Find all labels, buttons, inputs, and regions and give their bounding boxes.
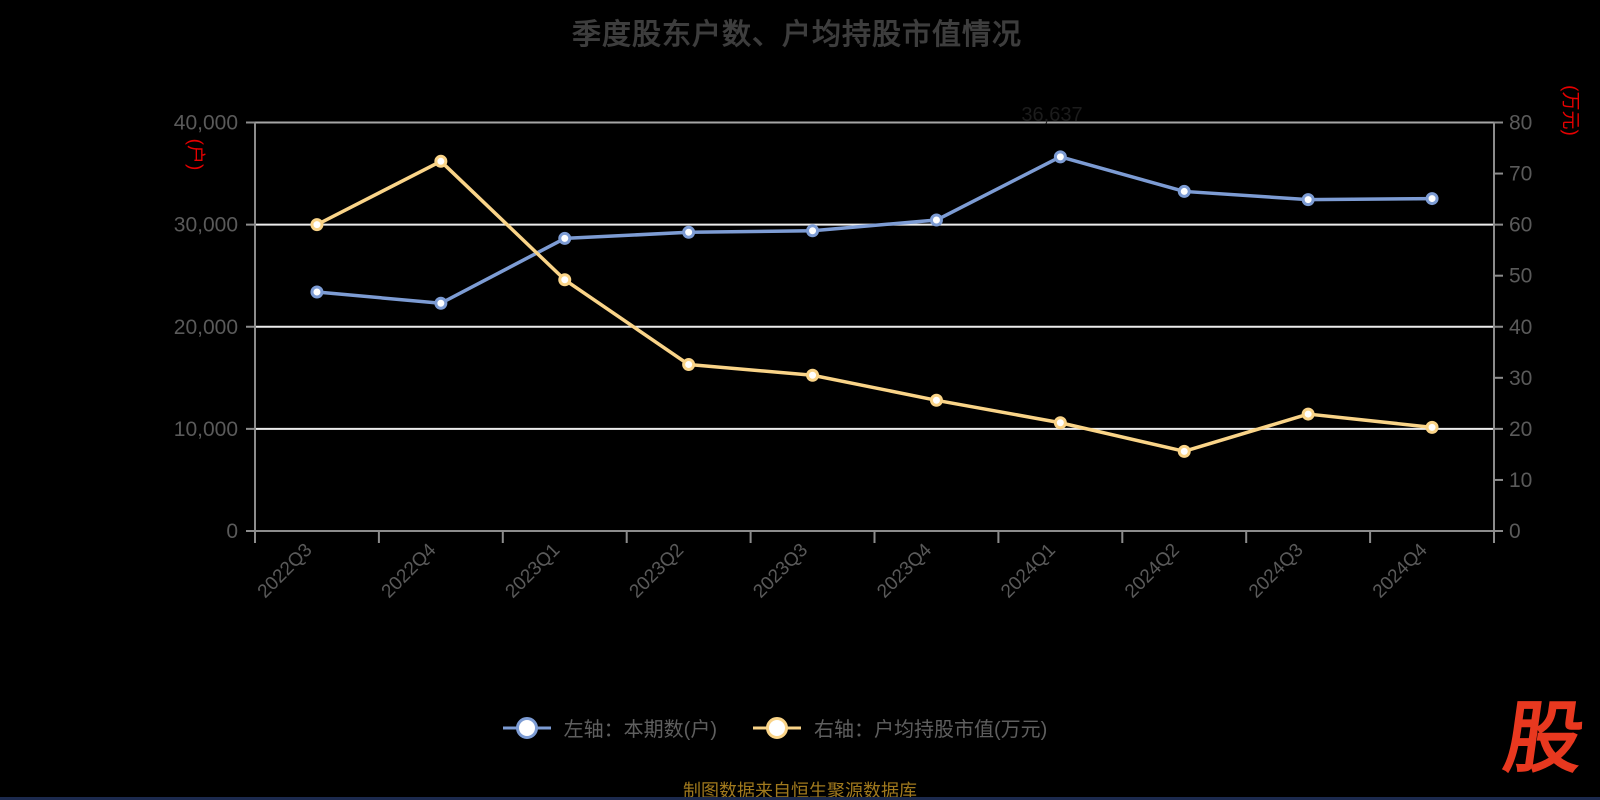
- left-axis-label-0: 0: [226, 520, 238, 543]
- avg-holding-value-data-point-2023Q2[interactable]: [682, 358, 696, 372]
- legend-label-shareholders: 左轴：本期数(户): [563, 719, 717, 741]
- x-axis-label-2024Q4: 2024Q4: [1369, 539, 1432, 602]
- avg-holding-value-data-point-2022Q4[interactable]: [434, 154, 448, 168]
- legend-label-avg-holding-value: 右轴：户均持股市值(万元): [814, 719, 1048, 741]
- avg-holding-value-data-point-2022Q3[interactable]: [310, 218, 324, 232]
- shareholders-data-point-2023Q1[interactable]: [558, 231, 572, 245]
- shareholders-data-point-2023Q2[interactable]: [682, 225, 696, 239]
- legend-item-avg-holding-value[interactable]: 右轴：户均持股市值(万元): [753, 713, 1047, 742]
- right-axis-label-50: 50: [1509, 265, 1532, 288]
- avg-holding-value-data-point-2023Q1[interactable]: [558, 273, 572, 287]
- chart-title: 季度股东户数、户均持股市值情况: [571, 19, 1022, 51]
- shareholders-data-point-2022Q4[interactable]: [434, 296, 448, 310]
- legend-item-shareholders[interactable]: 左轴：本期数(户): [502, 713, 717, 742]
- stock-brand-logo: 股: [1498, 694, 1590, 782]
- x-axis-label-2022Q3: 2022Q3: [254, 540, 317, 603]
- avg-holding-value-data-point-2024Q2[interactable]: [1177, 444, 1191, 458]
- avg-holding-value-data-point-2023Q4[interactable]: [929, 393, 943, 407]
- x-axis-label-2023Q4: 2023Q4: [873, 539, 936, 602]
- max-value-data-label: 36,637: [1021, 104, 1082, 126]
- left-axis-label-30,000: 30,000: [174, 214, 238, 237]
- right-axis-label-30: 30: [1509, 367, 1532, 390]
- shareholders-data-point-2024Q2[interactable]: [1177, 184, 1191, 198]
- x-axis-label-2024Q2: 2024Q2: [1121, 540, 1184, 603]
- right-axis-label-0: 0: [1509, 520, 1521, 543]
- shareholders-data-point-2024Q4[interactable]: [1425, 192, 1439, 206]
- shareholders-data-point-2024Q1[interactable]: [1053, 150, 1067, 164]
- right-axis-label-10: 10: [1509, 469, 1532, 492]
- x-axis-label-2023Q1: 2023Q1: [502, 540, 565, 603]
- yellow-line-marker-icon: [753, 716, 801, 739]
- shareholders-data-point-2023Q3[interactable]: [806, 224, 820, 238]
- avg-holding-value-data-point-2024Q1[interactable]: [1053, 416, 1067, 430]
- right-axis-label-40: 40: [1509, 316, 1532, 339]
- shareholders-data-point-2024Q3[interactable]: [1301, 193, 1315, 207]
- left-axis-label-20,000: 20,000: [174, 316, 238, 339]
- right-axis-label-80: 80: [1509, 112, 1532, 135]
- avg-holding-value-data-point-2023Q3[interactable]: [806, 368, 820, 382]
- x-axis-label-2024Q1: 2024Q1: [997, 540, 1060, 603]
- x-axis-label-2023Q3: 2023Q3: [749, 540, 812, 603]
- x-axis-label-2023Q2: 2023Q2: [626, 540, 689, 603]
- avg-holding-value-data-point-2024Q4[interactable]: [1425, 420, 1439, 434]
- avg-holding-value-series-line: [315, 159, 1434, 454]
- right-axis-label-60: 60: [1509, 214, 1532, 237]
- x-axis-label-2024Q3: 2024Q3: [1245, 540, 1308, 603]
- shareholders-data-point-2022Q3[interactable]: [310, 285, 324, 299]
- right-axis-label-20: 20: [1509, 418, 1532, 441]
- right-axis-label-70: 70: [1509, 163, 1532, 186]
- shareholders-data-point-2023Q4[interactable]: [929, 213, 943, 227]
- bottom-edge-strip: [0, 797, 1600, 800]
- data-source-caption: 制图数据来自恒生聚源数据库: [683, 781, 917, 800]
- x-axis-label-2022Q4: 2022Q4: [378, 539, 441, 602]
- left-axis-label-10,000: 10,000: [174, 418, 238, 441]
- blue-line-marker-icon: [502, 716, 551, 739]
- shareholders-series-line: [315, 155, 1434, 306]
- chart-legend: 左轴：本期数(户) 右轴：户均持股市值(万元): [0, 713, 1550, 742]
- left-axis-label-40,000: 40,000: [174, 112, 238, 135]
- avg-holding-value-data-point-2024Q3[interactable]: [1301, 407, 1315, 421]
